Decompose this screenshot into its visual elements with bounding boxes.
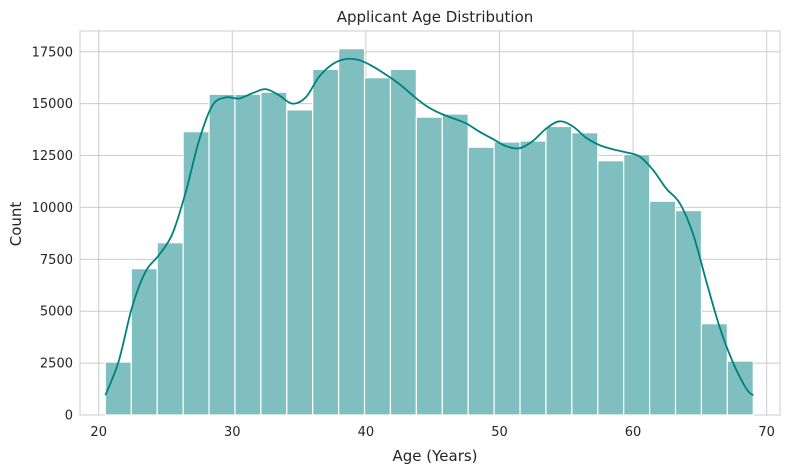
x-tick-label: 30 (224, 425, 241, 440)
histogram-bar (519, 140, 547, 416)
x-tick-label: 60 (625, 425, 642, 440)
chart-title: Applicant Age Distribution (337, 8, 534, 26)
y-tick-label: 2500 (40, 357, 73, 372)
histogram-bar (286, 109, 314, 416)
y-tick-label: 17500 (32, 45, 73, 60)
y-tick-label: 10000 (32, 201, 73, 216)
kde-line (104, 57, 754, 397)
histogram-bar (389, 68, 417, 416)
x-axis-ticks: 20 30 40 50 60 70 (90, 425, 774, 440)
x-tick-label: 20 (90, 425, 107, 440)
histogram-bar (597, 160, 625, 416)
histogram-bar (208, 93, 236, 416)
histogram-bar (338, 48, 366, 416)
histogram-bar (312, 68, 340, 416)
histogram-bar (156, 242, 184, 416)
histogram-bar (441, 113, 469, 416)
histogram-bar (623, 153, 651, 416)
histogram-bar (545, 125, 573, 416)
histogram-bar (182, 131, 210, 416)
x-tick-label: 50 (491, 425, 508, 440)
histogram-bar (104, 361, 132, 416)
histogram-bar (571, 132, 599, 416)
bars (104, 48, 754, 416)
y-tick-label: 5000 (40, 305, 73, 320)
y-tick-label: 12500 (32, 149, 73, 164)
y-axis-title: Count (7, 202, 25, 247)
y-tick-label: 0 (65, 409, 73, 424)
histogram-bar (363, 77, 392, 416)
histogram-bar (674, 209, 703, 416)
histogram-bar (726, 360, 754, 416)
histogram-bar (493, 141, 521, 416)
histogram-bar (467, 146, 495, 416)
histogram-bar (260, 91, 288, 416)
x-axis-title: Age (Years) (392, 447, 477, 465)
y-tick-label: 15000 (32, 97, 73, 112)
histogram-bar (415, 116, 443, 416)
y-tick-label: 7500 (40, 253, 73, 268)
histogram-bar (130, 268, 158, 416)
x-tick-label: 40 (358, 425, 375, 440)
histogram-bar (234, 93, 262, 416)
histogram-bar (649, 200, 677, 416)
x-tick-label: 70 (758, 425, 775, 440)
y-axis-ticks: 0 2500 5000 7500 10000 12500 15000 17500 (32, 45, 73, 423)
